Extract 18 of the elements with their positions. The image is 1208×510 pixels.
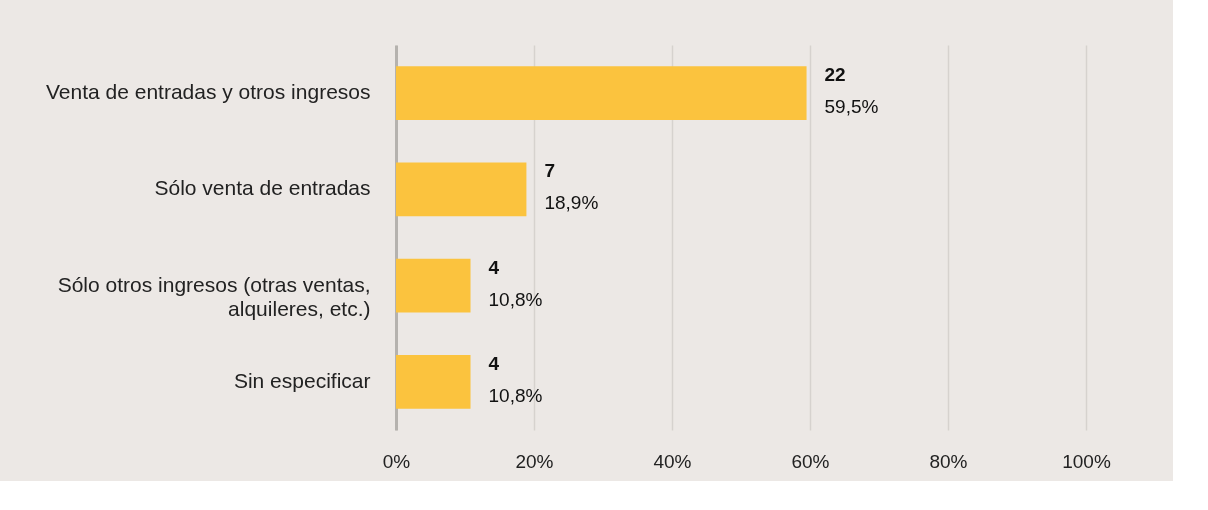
bar — [396, 66, 807, 121]
x-tick-label: 20% — [515, 450, 554, 472]
y-tick-label: Sólo venta de entradas — [154, 176, 371, 200]
bar — [396, 162, 527, 217]
bar — [396, 354, 471, 409]
y-tick-label: Venta de entradas y otros ingresos — [45, 80, 371, 104]
y-tick-label: Sin especificar — [233, 368, 371, 392]
x-tick-label: 60% — [791, 450, 830, 472]
text: 4 10,8% — [488, 352, 543, 406]
text: 7 18,9% — [544, 160, 599, 214]
text: 4 10,8% — [488, 256, 543, 310]
text: 22 59,5% — [824, 64, 879, 118]
bar — [396, 258, 471, 313]
y-tick-label: Sólo otros ingresos (otras ventas, alquileres, etc.) — [57, 272, 371, 320]
x-tick-label: 100% — [1062, 450, 1111, 472]
x-tick-label: 80% — [929, 450, 968, 472]
x-tick-label: 0% — [382, 450, 411, 472]
x-tick-label: 40% — [653, 450, 692, 472]
